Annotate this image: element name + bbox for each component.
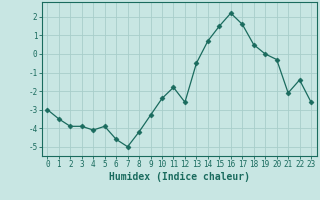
X-axis label: Humidex (Indice chaleur): Humidex (Indice chaleur)	[109, 172, 250, 182]
